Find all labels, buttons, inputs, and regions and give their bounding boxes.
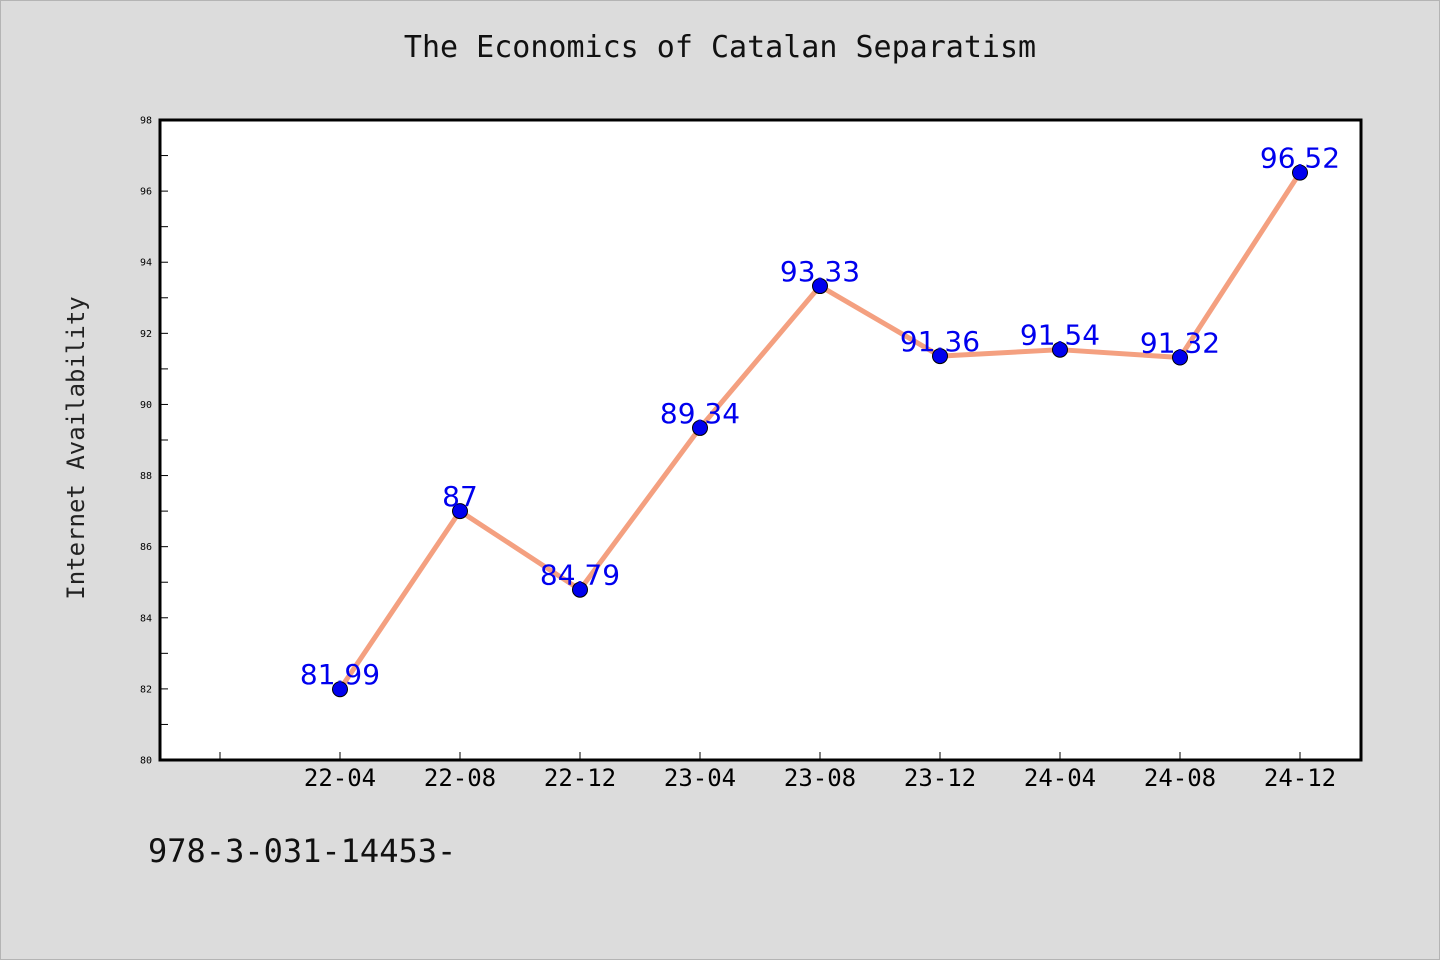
- data-label: 93.33: [780, 255, 860, 288]
- data-label: 91.32: [1140, 327, 1220, 360]
- data-point: [812, 278, 828, 295]
- y-tick-label: 98: [140, 116, 152, 127]
- x-tick-label: 24-12: [1264, 764, 1336, 792]
- x-tick-label: 23-08: [784, 764, 856, 792]
- y-tick-label: 80: [140, 756, 152, 767]
- chart-title: The Economics of Catalan Separatism: [403, 30, 1037, 65]
- y-tick-label: 88: [140, 471, 152, 482]
- plot-frame: [158, 118, 1363, 762]
- y-tick-label: 96: [140, 187, 152, 198]
- y-tick-label: 94: [140, 258, 152, 269]
- x-tick-label: 24-08: [1144, 764, 1216, 792]
- data-point: [452, 503, 468, 520]
- y-tick-label: 82: [140, 684, 152, 695]
- data-point: [1292, 164, 1308, 181]
- x-tick-label: 23-04: [664, 764, 736, 792]
- plot-area: [160, 120, 1361, 760]
- footnote-isbn: 978-3-031-14453-: [148, 832, 457, 870]
- data-point: [1052, 341, 1068, 358]
- data-point: [572, 581, 588, 598]
- data-label: 91.54: [1020, 319, 1100, 352]
- data-label: 96.52: [1260, 142, 1340, 175]
- y-tick-label: 84: [140, 613, 152, 624]
- data-point: [692, 419, 708, 436]
- x-tick-label: 22-04: [304, 764, 376, 792]
- data-label: 84.79: [540, 559, 620, 592]
- x-tick-label: 23-12: [904, 764, 976, 792]
- x-tick-label: 22-08: [424, 764, 496, 792]
- y-tick-label: 92: [140, 329, 152, 340]
- data-point: [332, 681, 348, 698]
- data-point: [932, 348, 948, 365]
- y-tick-label: 86: [140, 542, 152, 553]
- data-point: [1172, 349, 1188, 366]
- data-label: 87: [442, 480, 478, 513]
- y-tick-label: 90: [140, 400, 152, 411]
- data-label: 91.36: [900, 325, 980, 358]
- data-label: 89.34: [660, 397, 740, 430]
- data-label: 81.99: [300, 658, 380, 691]
- x-tick-label: 24-04: [1024, 764, 1096, 792]
- x-tick-label: 22-12: [544, 764, 616, 792]
